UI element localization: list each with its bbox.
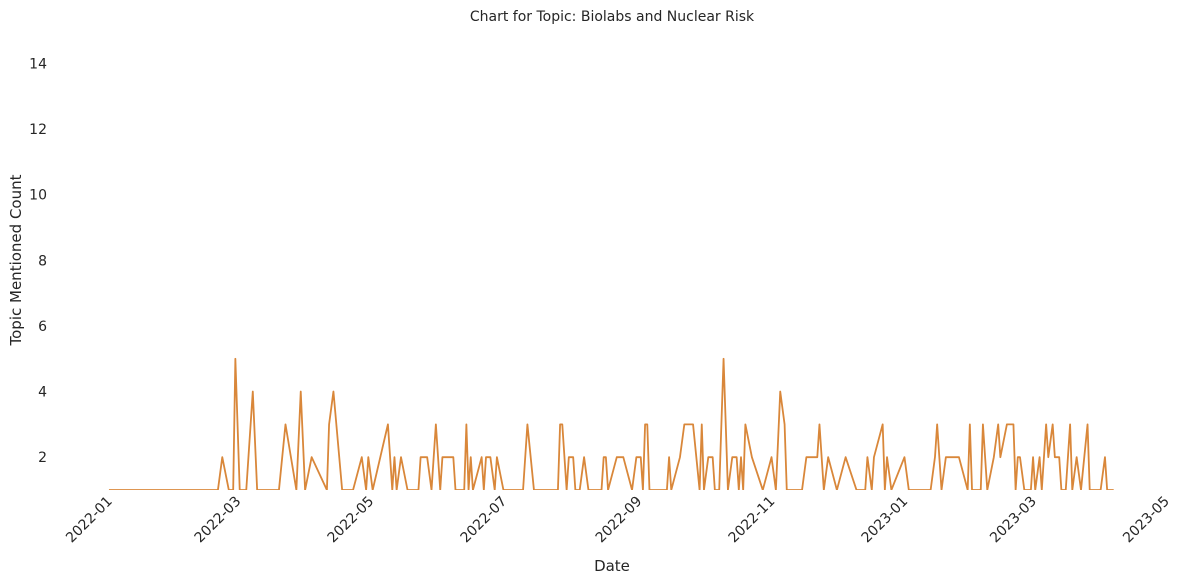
x-tick-label: 2022-11 xyxy=(726,494,779,547)
x-tick-label: 2022-05 xyxy=(325,494,378,547)
data-line xyxy=(108,357,1114,490)
x-tick-label: 2023-01 xyxy=(859,494,912,547)
plot-area xyxy=(108,357,1114,490)
x-tick-label: 2022-07 xyxy=(458,494,511,547)
y-tick-label: 12 xyxy=(29,122,47,138)
y-axis-label: Topic Mentioned Count xyxy=(7,174,25,346)
x-axis-label: Date xyxy=(594,557,630,575)
x-tick-label: 2023-03 xyxy=(987,494,1040,547)
y-tick-label: 2 xyxy=(38,450,47,466)
y-tick-label: 8 xyxy=(38,253,47,269)
y-tick-label: 10 xyxy=(29,188,47,204)
x-tick-label: 2022-09 xyxy=(593,494,646,547)
x-tick-label: 2022-01 xyxy=(63,494,116,547)
y-tick-label: 4 xyxy=(38,385,47,401)
x-tick-label: 2022-03 xyxy=(192,494,245,547)
y-tick-label: 14 xyxy=(29,56,47,72)
y-tick-label: 6 xyxy=(38,319,47,335)
chart-title: Chart for Topic: Biolabs and Nuclear Ris… xyxy=(470,9,755,25)
x-tick-label: 2023-05 xyxy=(1120,494,1173,547)
